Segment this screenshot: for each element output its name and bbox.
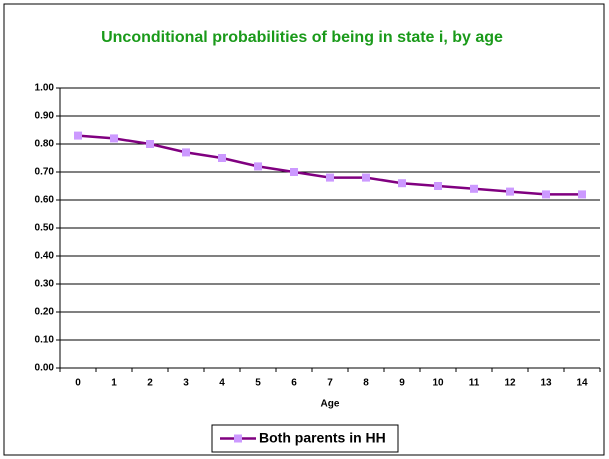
x-tick-label: 4	[219, 378, 225, 389]
x-tick-label: 14	[576, 378, 588, 389]
y-tick-label: 0.30	[35, 279, 55, 290]
legend-label: Both parents in HH	[259, 430, 386, 446]
x-axis-label: Age	[321, 399, 340, 410]
legend-marker	[234, 434, 242, 443]
y-tick-label: 0.50	[35, 223, 55, 234]
x-tick-label: 2	[147, 378, 153, 389]
marker	[326, 173, 334, 182]
x-tick-label: 8	[363, 378, 369, 389]
marker	[362, 173, 370, 182]
marker	[146, 140, 154, 148]
marker	[470, 184, 478, 193]
x-tick-label: 12	[504, 378, 516, 389]
y-tick-label: 0.80	[35, 139, 55, 150]
marker	[542, 190, 550, 199]
x-tick-label: 3	[183, 378, 189, 389]
x-tick-label: 5	[255, 378, 261, 389]
y-tick-label: 0.10	[35, 335, 55, 346]
marker	[578, 190, 586, 199]
chart-title: Unconditional probabilities of being in …	[101, 29, 503, 46]
marker	[254, 162, 262, 171]
y-tick-label: 0.40	[35, 251, 55, 262]
y-tick-label: 0.20	[35, 307, 55, 318]
x-tick-label: 13	[540, 378, 552, 389]
y-tick-label: 1.00	[35, 83, 55, 94]
marker	[290, 168, 298, 176]
chart-frame	[3, 3, 605, 456]
x-tick-label: 7	[327, 378, 333, 389]
y-tick-label: 0.00	[35, 363, 55, 374]
marker	[110, 134, 118, 143]
marker	[218, 154, 226, 162]
x-tick-label: 10	[432, 378, 444, 389]
marker	[74, 131, 82, 140]
y-tick-label: 0.70	[35, 167, 55, 178]
marker	[182, 148, 190, 157]
marker	[434, 182, 442, 190]
x-tick-label: 11	[469, 378, 480, 389]
x-tick-label: 0	[75, 378, 81, 389]
y-tick-label: 0.60	[35, 195, 55, 206]
marker	[506, 187, 514, 196]
x-tick-label: 1	[111, 378, 117, 389]
x-tick-label: 9	[399, 378, 405, 389]
marker	[398, 179, 406, 188]
y-tick-label: 0.90	[35, 111, 55, 122]
x-tick-label: 6	[291, 378, 297, 389]
